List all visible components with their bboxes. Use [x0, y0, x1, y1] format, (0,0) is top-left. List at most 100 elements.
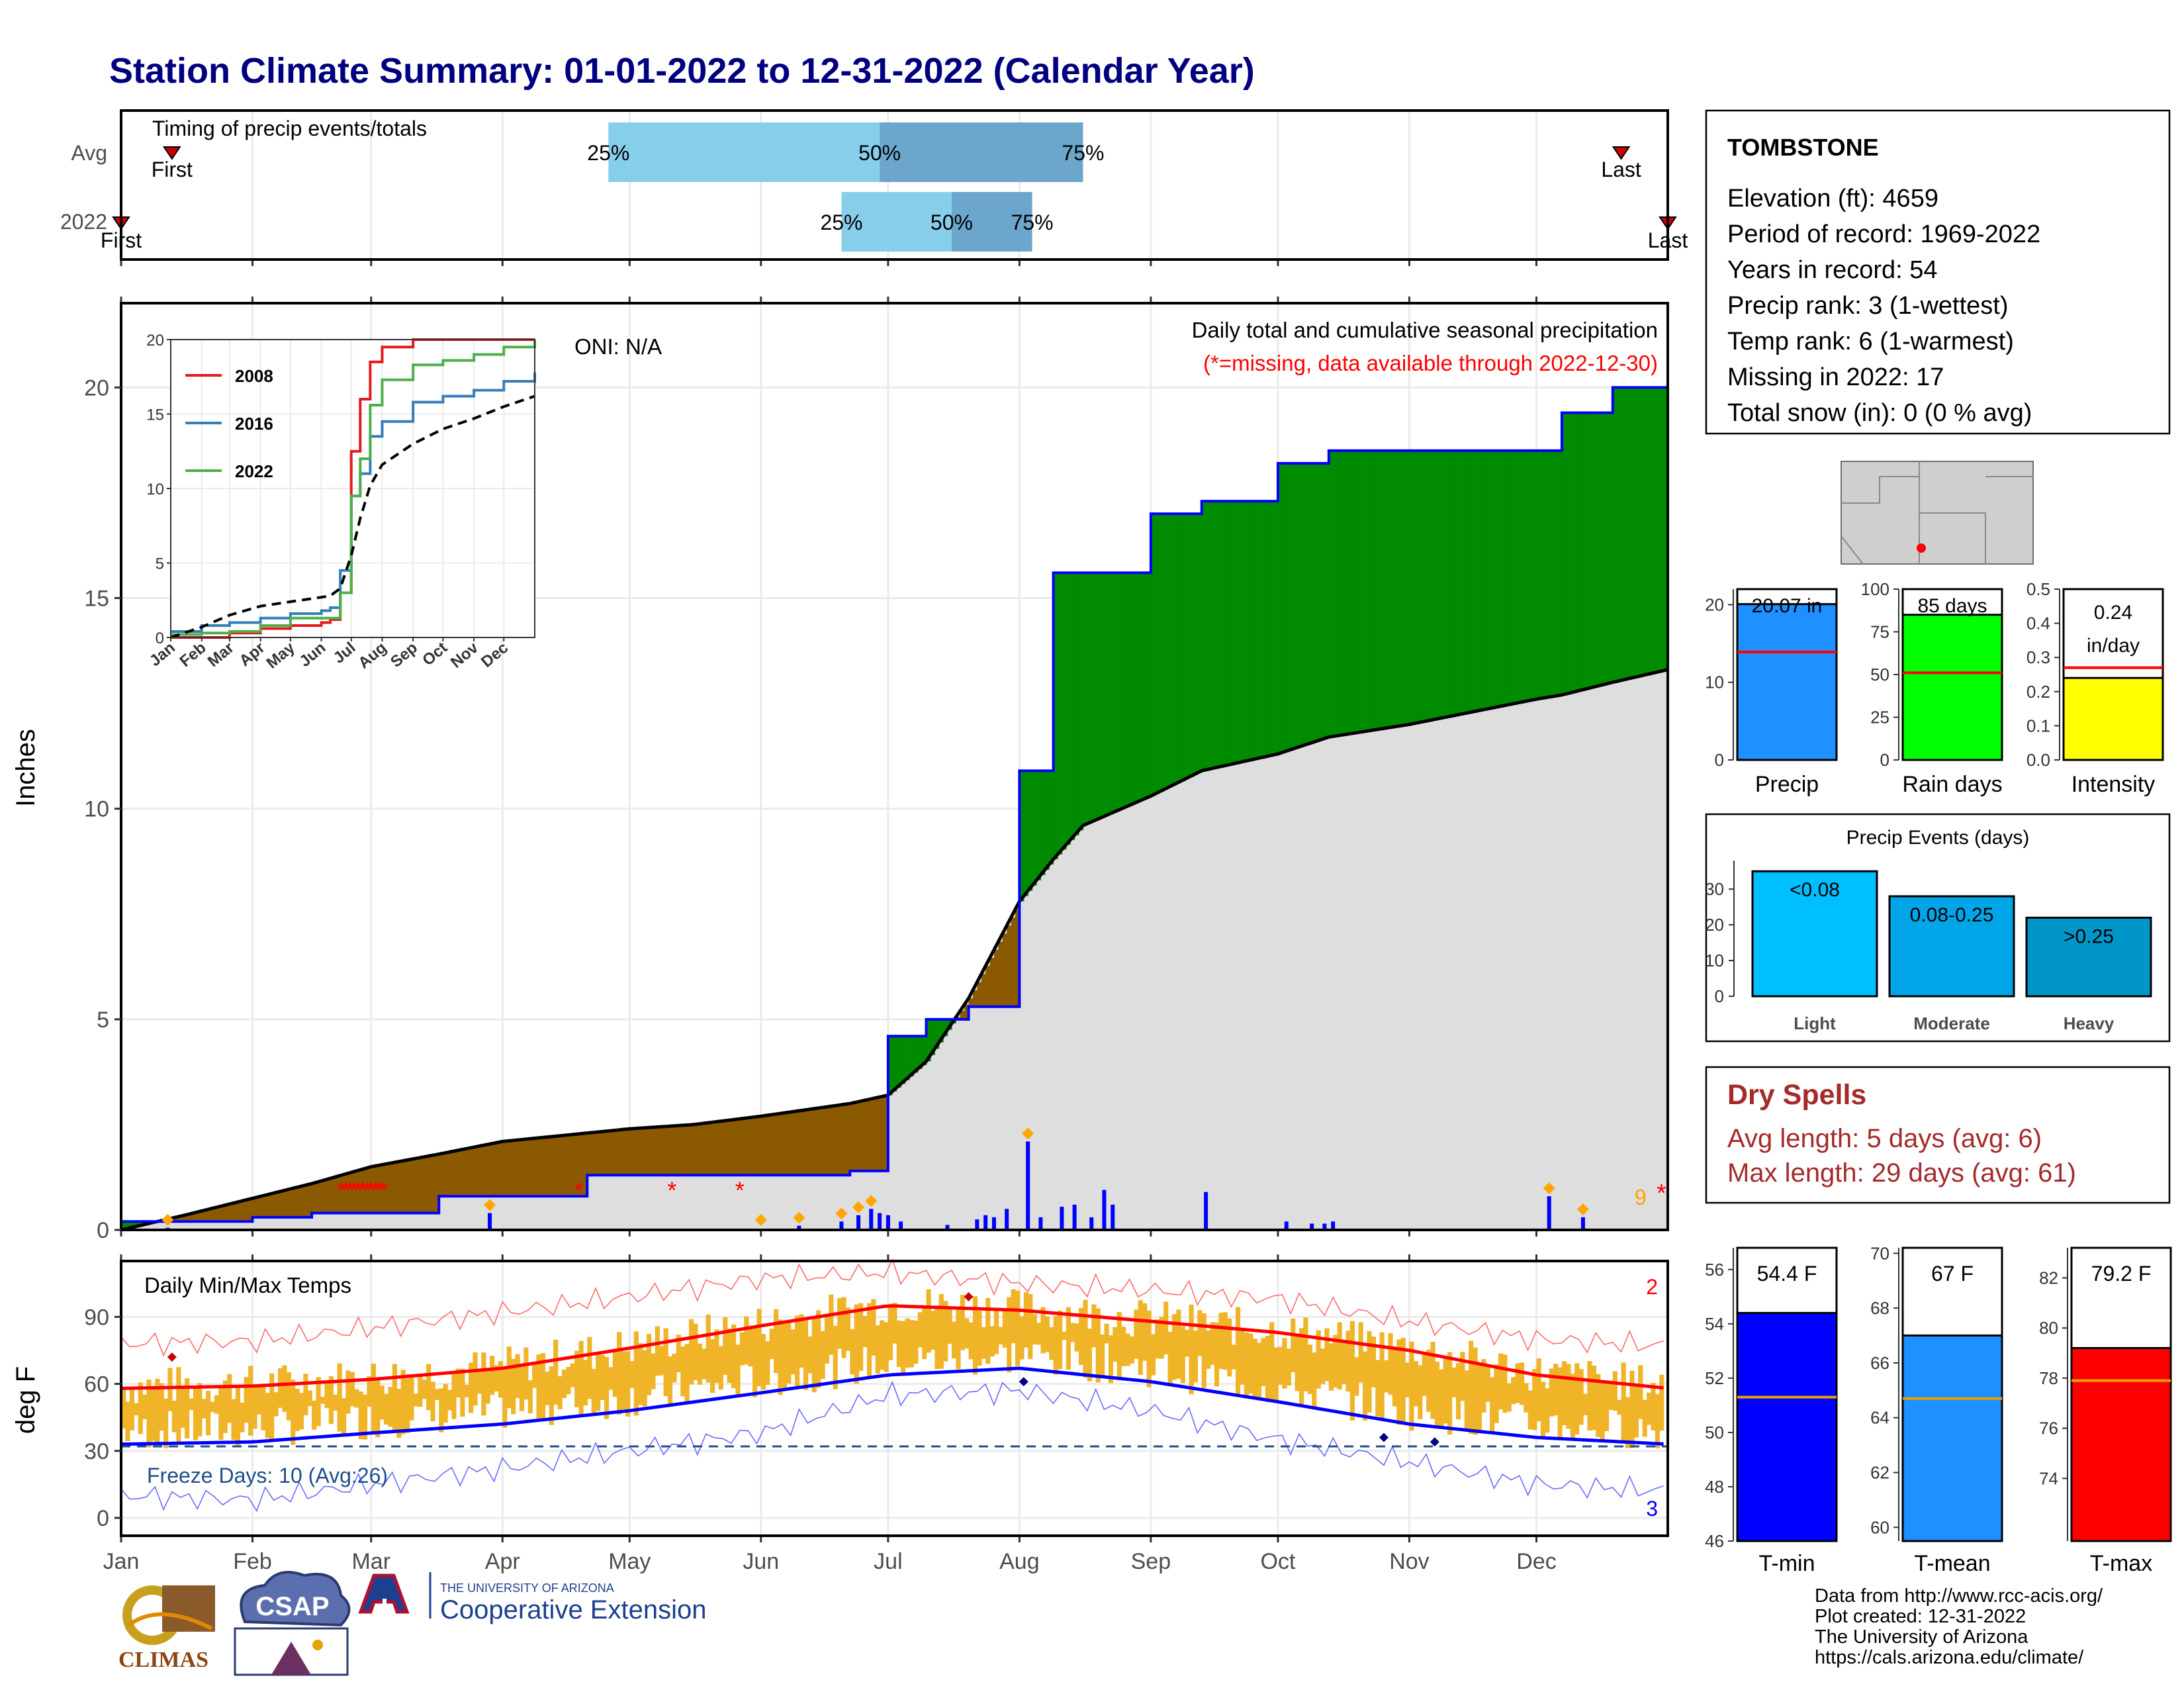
- temp-daily-range-bar: [248, 1366, 253, 1436]
- precip-departure-band: [760, 1116, 766, 1176]
- temp-daily-range-bar: [1591, 1365, 1596, 1430]
- temp-daily-range-bar: [951, 1321, 957, 1359]
- temp-daily-range-bar: [324, 1382, 330, 1409]
- precip-departure-band: [1320, 463, 1325, 740]
- temp-daily-range-bar: [460, 1368, 465, 1417]
- temp-daily-range-bar: [1384, 1360, 1389, 1393]
- precip-departure-band: [922, 1036, 927, 1066]
- temp-daily-range-bar: [1540, 1382, 1546, 1438]
- temp-daily-range-bar: [1413, 1361, 1419, 1407]
- temp-daily-range-bar: [1549, 1368, 1554, 1417]
- precip-departure-band: [134, 1221, 139, 1227]
- daily-precip-bar: [983, 1215, 988, 1230]
- oni-label: ONI: N/A: [574, 334, 662, 359]
- precip-departure-band: [1349, 450, 1355, 734]
- temp-daily-range-bar: [439, 1388, 444, 1432]
- temp-summary-y-tick-label: 74: [2039, 1468, 2058, 1488]
- precip-departure-band: [752, 1117, 758, 1176]
- summary-bar-precip: [1736, 603, 1838, 761]
- temp-daily-range-bar: [659, 1346, 664, 1376]
- temp-daily-range-bar: [1515, 1363, 1520, 1403]
- precip-departure-band: [434, 1154, 439, 1213]
- footer-logos: CLIMAS CSAP THE UNIVERSITY OF ARIZONA Co…: [118, 1571, 706, 1676]
- precip-departure-band: [693, 1124, 698, 1176]
- precip-departure-band: [1388, 450, 1393, 728]
- temp-summary-y-tick-label: 46: [1705, 1531, 1724, 1551]
- daily-precip-bar: [488, 1213, 492, 1230]
- temp-summary-y-tick-label: 66: [1870, 1353, 1889, 1373]
- temp-daily-range-bar: [536, 1354, 541, 1421]
- precip-departure-band: [896, 1036, 901, 1088]
- precip-departure-band: [1379, 450, 1385, 729]
- temp-daily-range-bar: [540, 1353, 546, 1421]
- temp-daily-range-bar: [341, 1398, 347, 1436]
- temp-daily-range-bar: [367, 1376, 372, 1407]
- temp-daily-range-bar: [739, 1332, 745, 1366]
- precip-departure-band: [481, 1145, 486, 1197]
- precip-departure-band: [608, 1131, 614, 1176]
- precip-departure-band: [312, 1184, 317, 1213]
- temp-daily-range-bar: [680, 1346, 686, 1397]
- precip-departure-band: [702, 1123, 707, 1176]
- precip-departure-band: [519, 1139, 524, 1197]
- temp-daily-range-bar: [1083, 1299, 1088, 1378]
- temp-daily-range-bar: [985, 1297, 991, 1364]
- precip-departure-band: [1134, 573, 1139, 804]
- temp-daily-range-bar: [833, 1325, 838, 1389]
- temp-daily-range-bar: [1621, 1362, 1626, 1442]
- temp-daily-range-bar: [930, 1311, 936, 1350]
- precip-departure-band: [875, 1098, 880, 1171]
- temp-daily-range-bar: [1113, 1327, 1118, 1362]
- precip-departure-band: [587, 1133, 592, 1176]
- temp-daily-range-bar: [235, 1386, 241, 1446]
- temp-daily-range-bar: [1633, 1383, 1639, 1438]
- temp-daily-range-bar: [189, 1398, 194, 1411]
- temp-daily-range-bar: [455, 1368, 461, 1398]
- precip-departure-band: [1277, 463, 1283, 754]
- events-bar-label: <0.08: [1790, 879, 1840, 901]
- temp-summary-label: T-min: [1759, 1551, 1815, 1576]
- precip-departure-band: [1396, 450, 1402, 727]
- temp-daily-range-bar: [1646, 1392, 1652, 1425]
- temp-daily-range-bar: [574, 1350, 580, 1407]
- precip-departure-band: [1100, 573, 1105, 818]
- precip-departure-band: [485, 1145, 490, 1197]
- temp-daily-range-bar: [1545, 1388, 1550, 1433]
- temp-daily-range-bar: [218, 1385, 224, 1440]
- precip-departure-band: [930, 1019, 935, 1055]
- temp-daily-range-bar: [1095, 1308, 1101, 1383]
- timing-first-label: First: [152, 158, 193, 181]
- precip-departure-band: [960, 1011, 965, 1019]
- precip-departure-band: [422, 1157, 427, 1213]
- temp-daily-range-bar: [570, 1363, 575, 1387]
- summary-y-tick-label: 20: [1705, 594, 1724, 614]
- precip-departure-band: [705, 1123, 711, 1176]
- temp-daily-range-bar: [1066, 1307, 1071, 1370]
- precip-departure-band: [1367, 450, 1372, 731]
- precip-departure-band: [494, 1143, 499, 1197]
- precip-departure-band: [591, 1133, 596, 1176]
- precip-departure-band: [866, 1100, 872, 1171]
- precip-departure-band: [256, 1197, 261, 1217]
- temp-daily-range-bar: [1498, 1353, 1504, 1410]
- events-bar-label: 0.08-0.25: [1910, 904, 1994, 926]
- csap-logo: CSAP: [234, 1571, 351, 1676]
- precip-departure-band: [404, 1160, 410, 1213]
- temp-daily-range-bar: [1629, 1370, 1635, 1448]
- precip-departure-band: [426, 1156, 431, 1213]
- precip-departure-band: [511, 1141, 516, 1197]
- temp-record-marker: [1019, 1377, 1028, 1387]
- precip-departure-band: [400, 1161, 406, 1213]
- precip-departure-band: [527, 1139, 533, 1197]
- precip-departure-band: [553, 1136, 559, 1197]
- precip-departure-band: [1612, 387, 1617, 682]
- temp-daily-range-bar: [443, 1383, 448, 1423]
- temp-daily-range-bar: [756, 1309, 762, 1387]
- temp-daily-range-bar: [1167, 1331, 1173, 1384]
- precip-departure-band: [1282, 463, 1287, 753]
- temp-daily-range-bar: [1434, 1361, 1440, 1429]
- precip-departure-band: [1155, 514, 1160, 794]
- precip-departure-band: [765, 1115, 770, 1176]
